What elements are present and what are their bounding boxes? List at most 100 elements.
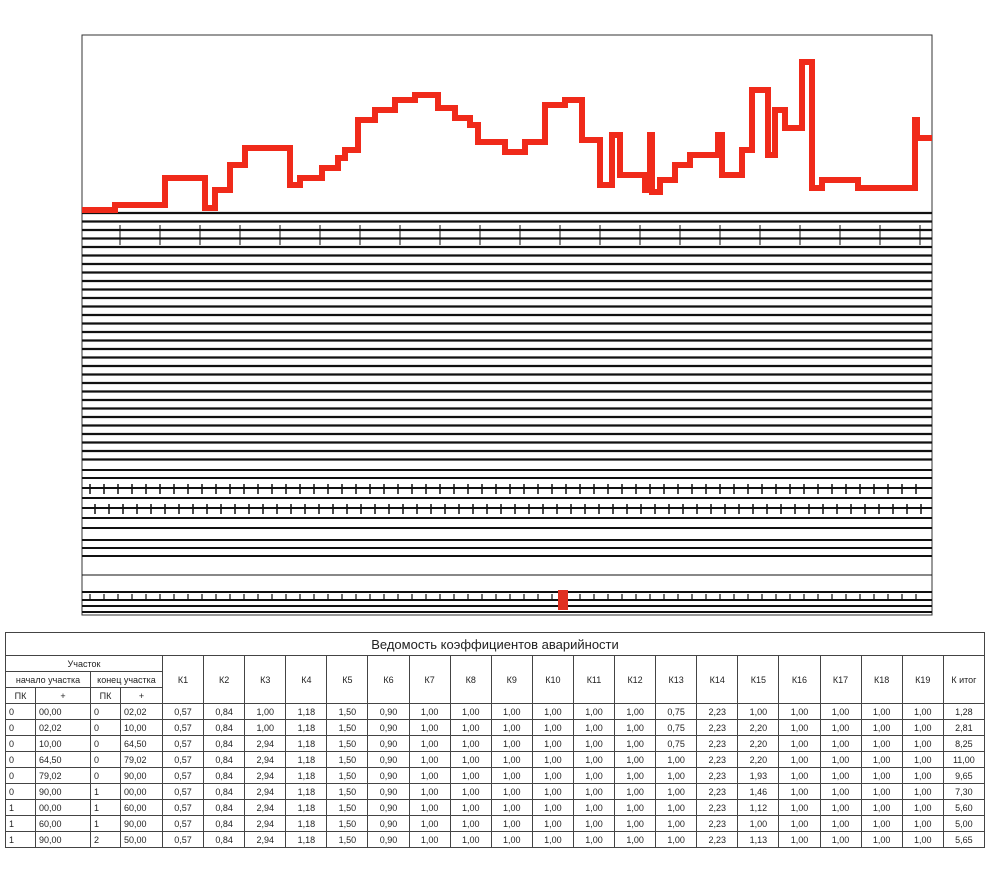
table-cell: 2 — [90, 831, 121, 848]
table-cell: 1 — [5, 799, 36, 816]
table-cell: 1,18 — [285, 703, 328, 720]
table-cell: 0,90 — [367, 767, 410, 784]
table-cell: 1,00 — [778, 783, 821, 800]
table-cell: 0 — [5, 783, 36, 800]
table-cell: 1,00 — [490, 719, 533, 736]
table-cell: 1,00 — [778, 719, 821, 736]
table-cell: 0,90 — [367, 831, 410, 848]
table-cell: К12 — [614, 655, 657, 704]
table-cell: 79,02 — [35, 767, 91, 784]
table-cell: 1,00 — [531, 735, 574, 752]
table-cell: 1,18 — [285, 799, 328, 816]
table-cell: 0 — [5, 703, 36, 720]
table-cell: 10,00 — [35, 735, 91, 752]
table-cell: 1,46 — [737, 783, 780, 800]
table-cell: 1,00 — [531, 767, 574, 784]
table-cell: 1,00 — [819, 799, 862, 816]
table-cell: 1,00 — [408, 703, 451, 720]
table-cell: 0,57 — [161, 703, 205, 720]
table-cell: 1,00 — [531, 719, 574, 736]
table-cell: 2,23 — [696, 735, 739, 752]
table-cell: 2,94 — [244, 767, 287, 784]
table-cell: 2,23 — [696, 815, 739, 832]
table-cell: 5,65 — [942, 831, 986, 848]
table-cell: 1,00 — [490, 751, 533, 768]
table-cell: 1,00 — [901, 815, 944, 832]
table-body: Ведомость коэффициентов аварийности Участ… — [5, 632, 986, 848]
table-cell: 0 — [5, 719, 36, 736]
table-cell: 0,84 — [203, 783, 246, 800]
table-cell: 1,00 — [531, 799, 574, 816]
table-cell: 1,00 — [819, 735, 862, 752]
table-cell: 1,00 — [449, 767, 492, 784]
table-cell: 1,00 — [614, 783, 657, 800]
table-cell: 2,94 — [244, 799, 287, 816]
table-cell: К10 — [531, 655, 574, 704]
table-cell: К8 — [449, 655, 492, 704]
coefficients-table: Ведомость коэффициентов аварийности Участ… — [5, 632, 986, 848]
table-cell: 1,00 — [819, 831, 862, 848]
table-cell: 1,00 — [572, 831, 616, 848]
table-cell: 00,00 — [35, 703, 91, 720]
table-cell: К18 — [860, 655, 903, 704]
table-cell: 1,00 — [572, 719, 616, 736]
table-cell: 1 — [5, 831, 36, 848]
table-cell: + — [120, 687, 163, 704]
table-cell: 2,20 — [737, 719, 780, 736]
table-cell: 1,00 — [449, 815, 492, 832]
table-row: 0 00,00 0 02,02 0,57 0,84 1,00 1,18 1,50 0,90 1,00… — [5, 703, 986, 720]
table-cell: ПК — [90, 687, 121, 704]
table-cell: 60,00 — [35, 815, 91, 832]
table-cell: 2,23 — [696, 799, 739, 816]
table-cell: начало участка — [5, 671, 91, 688]
table-cell: 7,30 — [942, 783, 986, 800]
table-cell: 1,00 — [901, 831, 944, 848]
table-cell: К15 — [737, 655, 780, 704]
table-cell: 0,84 — [203, 735, 246, 752]
table-cell: 1,50 — [326, 815, 369, 832]
table-row: 0 79,02 0 90,00 0,57 0,84 2,94 1,18 1,50 0,90 1,00… — [5, 767, 986, 784]
table-cell: 64,50 — [35, 751, 91, 768]
table-cell: 1,00 — [531, 751, 574, 768]
table-cell: 5,00 — [942, 815, 986, 832]
table-row: 1 60,00 1 90,00 0,57 0,84 2,94 1,18 1,50 0,90 1,00… — [5, 815, 986, 832]
table-cell: 1,18 — [285, 751, 328, 768]
table-cell: К6 — [367, 655, 410, 704]
table-cell: Ведомость коэффициентов аварийности — [5, 632, 985, 656]
table-cell: 2,23 — [696, 767, 739, 784]
table-cell: 1,00 — [572, 735, 616, 752]
table-cell: К7 — [408, 655, 451, 704]
table-cell: 5,60 — [942, 799, 986, 816]
table-cell: 1,00 — [819, 815, 862, 832]
table-cell: К17 — [819, 655, 862, 704]
table-cell: 0,57 — [161, 815, 205, 832]
table-cell: 1,00 — [860, 783, 903, 800]
table-cell: 1,00 — [449, 783, 492, 800]
table-cell: 0,90 — [367, 751, 410, 768]
table-cell: 0,90 — [367, 719, 410, 736]
table-cell: 0 — [5, 751, 36, 768]
table-cell: 2,81 — [942, 719, 986, 736]
table-cell: 0,57 — [161, 783, 205, 800]
table-cell: К9 — [490, 655, 533, 704]
table-cell: К19 — [901, 655, 944, 704]
table-cell: 1,00 — [655, 767, 698, 784]
table-cell: К1 — [161, 655, 205, 704]
table-cell: 1,18 — [285, 831, 328, 848]
table-cell: 1,00 — [244, 719, 287, 736]
table-cell: 60,00 — [120, 799, 163, 816]
table-cell: 1,00 — [572, 799, 616, 816]
table-cell: 2,20 — [737, 751, 780, 768]
table-cell: 1,00 — [408, 783, 451, 800]
table-cell: 1,00 — [490, 831, 533, 848]
table-cell: 2,94 — [244, 815, 287, 832]
table-cell: 0,84 — [203, 815, 246, 832]
table-cell: 1,00 — [490, 799, 533, 816]
table-cell: 1,00 — [408, 815, 451, 832]
table-cell: 1,50 — [326, 783, 369, 800]
table-cell: 1,00 — [860, 719, 903, 736]
table-cell: 0,84 — [203, 831, 246, 848]
table-cell: 0,90 — [367, 783, 410, 800]
table-cell: 1,00 — [737, 815, 780, 832]
table-cell: К3 — [244, 655, 287, 704]
